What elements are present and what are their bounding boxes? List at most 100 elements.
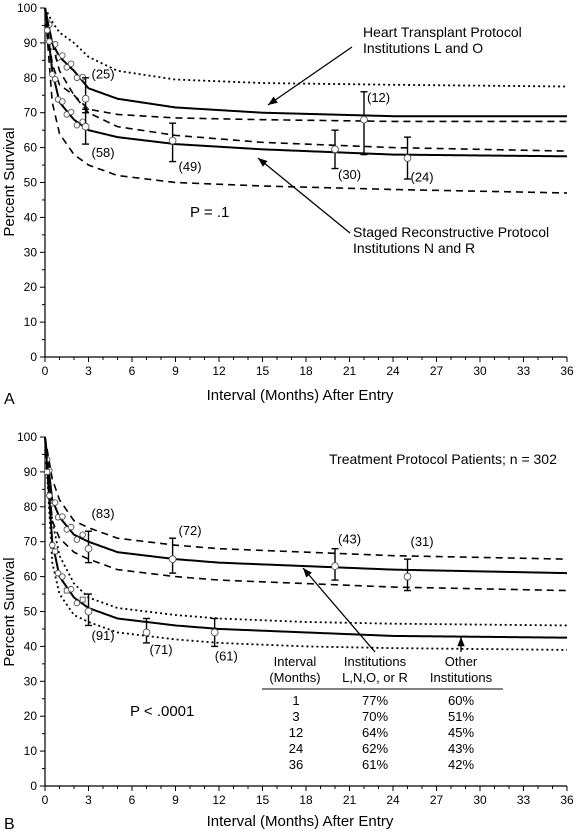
y-tick-label: 30 — [24, 245, 38, 259]
x-tick-label: 9 — [172, 364, 179, 378]
error-bar-point — [81, 94, 90, 103]
table-cell: 43% — [448, 741, 474, 756]
y-tick-label: 80 — [24, 71, 38, 85]
data-point-circle — [73, 74, 81, 82]
panel-b-pvalue: P < .0001 — [130, 703, 194, 720]
confidence-upper-1 — [44, 436, 568, 627]
table-cell: 1 — [292, 693, 299, 708]
x-tick-label: 24 — [386, 364, 400, 378]
x-tick-label: 27 — [430, 364, 444, 378]
y-tick-label: 0 — [30, 350, 37, 364]
panel-a-pvalue: P = .1 — [190, 204, 229, 221]
error-bar-point — [403, 154, 412, 162]
arrow-staged-reconstructive — [257, 157, 351, 234]
x-tick-label: 9 — [172, 793, 179, 807]
x-tick-label: 18 — [299, 364, 313, 378]
panel-a-ylabel: Percent Survival — [1, 127, 18, 236]
error-bar-point — [331, 145, 339, 154]
data-point-circle — [63, 64, 71, 71]
survival-curve-0 — [44, 436, 568, 575]
data-point-circle — [59, 573, 66, 580]
data-point-circle — [46, 492, 53, 499]
x-tick-label: 21 — [343, 364, 357, 378]
arrow-institutions-lnor — [302, 567, 376, 653]
x-tick-label: 12 — [212, 364, 226, 378]
annotation-staged-title: Staged Reconstructive Protocol — [353, 224, 549, 240]
data-point-circle — [54, 569, 62, 577]
data-point-circle — [51, 499, 59, 506]
x-tick-label: 3 — [85, 364, 92, 378]
panel-b-label: B — [4, 816, 15, 831]
data-point-circle — [43, 27, 51, 34]
x-tick-label: 30 — [473, 364, 487, 378]
x-tick-label: 6 — [129, 793, 136, 807]
data-point-circle — [67, 108, 75, 116]
x-tick-label: 3 — [85, 793, 92, 807]
arrow-staged-reconstructive-head — [258, 158, 268, 167]
y-tick-label: 30 — [24, 674, 38, 688]
survival-curve-0 — [44, 7, 567, 118]
table-header-interval-2: (Months) — [269, 670, 320, 685]
error-bar-point — [84, 607, 93, 616]
n-at-risk-label: (71) — [150, 642, 173, 657]
table-header-other-1: Other — [445, 654, 478, 669]
survival-table: Interval (Months) Institutions L,N,O, or… — [262, 654, 503, 772]
n-at-risk-label: (43) — [338, 531, 361, 546]
x-tick-label: 18 — [299, 793, 313, 807]
data-point-circle — [73, 536, 81, 543]
panel-a: 0 3 6 9 12 15 18 21 24 27 30 33 36010203040506070809… — [17, 1, 574, 378]
confidence-lower-1 — [44, 7, 568, 194]
data-point-circle — [73, 122, 81, 129]
x-tick-label: 12 — [212, 793, 226, 807]
y-tick-label: 40 — [24, 639, 38, 653]
table-cell: 62% — [362, 741, 388, 756]
y-tick-label: 50 — [24, 176, 38, 190]
x-tick-label: 15 — [256, 793, 270, 807]
table-cell: 77% — [362, 693, 388, 708]
panel-a-xlabel: Interval (Months) After Entry — [207, 387, 394, 404]
table-cell: 42% — [448, 757, 474, 772]
n-at-risk-label: (31) — [411, 534, 434, 549]
x-tick-label: 27 — [430, 793, 444, 807]
y-tick-label: 20 — [24, 709, 38, 723]
confidence-lower-0 — [44, 7, 567, 123]
table-header-other-2: Institutions — [430, 670, 493, 685]
table-cell: 70% — [362, 709, 388, 724]
arrow-heart-transplant-head — [268, 96, 278, 105]
data-point-circle — [59, 52, 66, 59]
error-bar-point — [168, 555, 177, 564]
x-tick-label: 30 — [473, 793, 487, 807]
data-point-circle — [49, 541, 56, 549]
y-tick-label: 0 — [30, 779, 37, 793]
error-bar-point — [210, 628, 219, 637]
n-at-risk-label: (49) — [179, 159, 202, 174]
y-tick-label: 90 — [24, 36, 38, 50]
data-point-circle — [49, 71, 56, 78]
n-at-risk-label: (58) — [92, 145, 115, 160]
y-tick-label: 60 — [24, 570, 38, 584]
x-tick-label: 0 — [42, 364, 49, 378]
x-tick-label: 21 — [343, 793, 357, 807]
data-point-circle — [51, 75, 59, 83]
data-point-circle — [46, 38, 53, 45]
confidence-upper-1 — [44, 7, 568, 152]
panel-b-xlabel: Interval (Months) After Entry — [207, 813, 394, 830]
table-header-institutions-2: L,N,O, or R — [342, 670, 408, 685]
data-point-square — [52, 548, 59, 555]
y-tick-label: 70 — [24, 106, 38, 120]
panel-b-title: Treatment Protocol Patients; n = 302 — [329, 451, 557, 467]
panel-b-ylabel: Percent Survival — [1, 557, 18, 666]
annotation-heart-transplant-institutions: Institutions L and O — [363, 40, 483, 56]
data-point-circle — [67, 523, 75, 531]
y-tick-label: 100 — [17, 430, 37, 444]
n-at-risk-label: (24) — [411, 169, 434, 184]
error-bar-point — [403, 572, 412, 581]
table-cell: 3 — [292, 709, 299, 724]
x-tick-label: 33 — [517, 793, 531, 807]
table-cell: 12 — [289, 725, 303, 740]
arrow-heart-transplant — [267, 46, 353, 106]
x-tick-label: 36 — [560, 364, 574, 378]
x-tick-label: 6 — [129, 364, 136, 378]
confidence-lower-1 — [44, 436, 568, 651]
n-at-risk-label: (91) — [92, 628, 115, 643]
